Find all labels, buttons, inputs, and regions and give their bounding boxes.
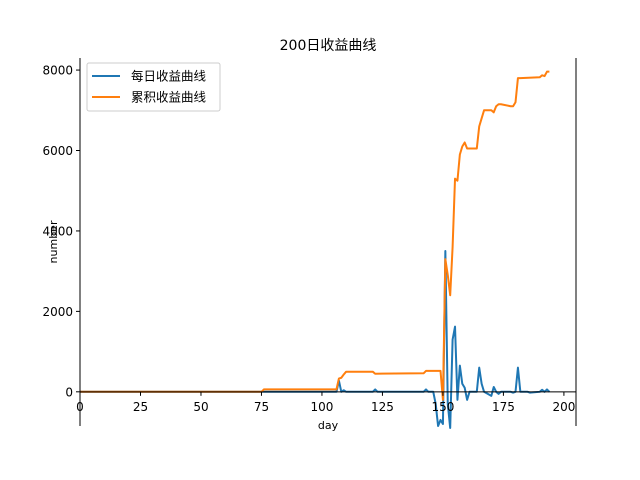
chart-title: 200日收益曲线 (280, 38, 377, 54)
legend-label-1: 每日收益曲线 (131, 69, 207, 84)
legend-label-2: 累积收益曲线 (131, 90, 207, 105)
y-tick-label: 4000 (42, 224, 73, 238)
x-tick-label: 200 (552, 400, 575, 414)
x-tick-label: 150 (431, 400, 454, 414)
y-tick-label: 8000 (42, 64, 73, 78)
x-axis-label: day (318, 419, 339, 432)
x-tick-label: 25 (133, 400, 148, 414)
x-tick-label: 75 (254, 400, 269, 414)
y-tick-label: 0 (65, 385, 73, 399)
y-axis-label: number (47, 220, 60, 263)
x-tick-label: 0 (76, 400, 84, 414)
x-tick-label: 125 (371, 400, 394, 414)
x-tick-label: 50 (193, 400, 208, 414)
legend-box (86, 62, 221, 112)
series-line-2 (80, 70, 550, 401)
y-tick-label: 6000 (42, 144, 73, 158)
x-tick-label: 100 (310, 400, 333, 414)
y-tick-label: 2000 (42, 305, 73, 319)
x-tick-label: 175 (492, 400, 515, 414)
